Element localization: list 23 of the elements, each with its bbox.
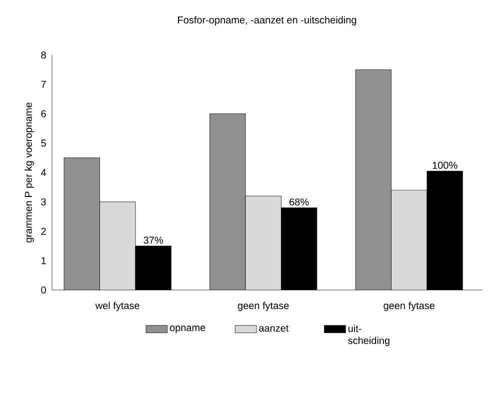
legend-label: uit-scheiding	[348, 324, 390, 346]
y-tick-label: 8	[41, 51, 46, 59]
y-tick-label: 1	[42, 257, 46, 264]
y-tick-label: 6	[41, 110, 46, 118]
bar	[355, 69, 392, 290]
legend-label: opname	[170, 326, 206, 334]
y-tick-label: 3	[41, 198, 46, 206]
annotation: 68%	[290, 198, 309, 206]
annotation: 100%	[432, 162, 458, 169]
chart-title: Fosfor-opname, -aanzet en -uitscheiding	[178, 16, 356, 26]
y-tick-label: 0	[41, 286, 46, 294]
y-tick-label: 4	[41, 169, 46, 176]
y-tick-label: 7	[41, 80, 46, 88]
annotation: 37%	[144, 236, 163, 244]
x-tick-label: geen fytase	[238, 302, 289, 312]
y-axis-title: grammen P per kg voeropname	[24, 102, 34, 242]
bar	[64, 158, 100, 290]
y-tick-label: 2	[41, 228, 46, 235]
x-tick-label: geen fytase	[384, 302, 435, 312]
legend-label: aanzet	[259, 325, 289, 332]
bar	[210, 114, 246, 290]
x-tick-label: wel fytase	[95, 302, 140, 312]
y-tick-label: 5	[41, 140, 46, 147]
